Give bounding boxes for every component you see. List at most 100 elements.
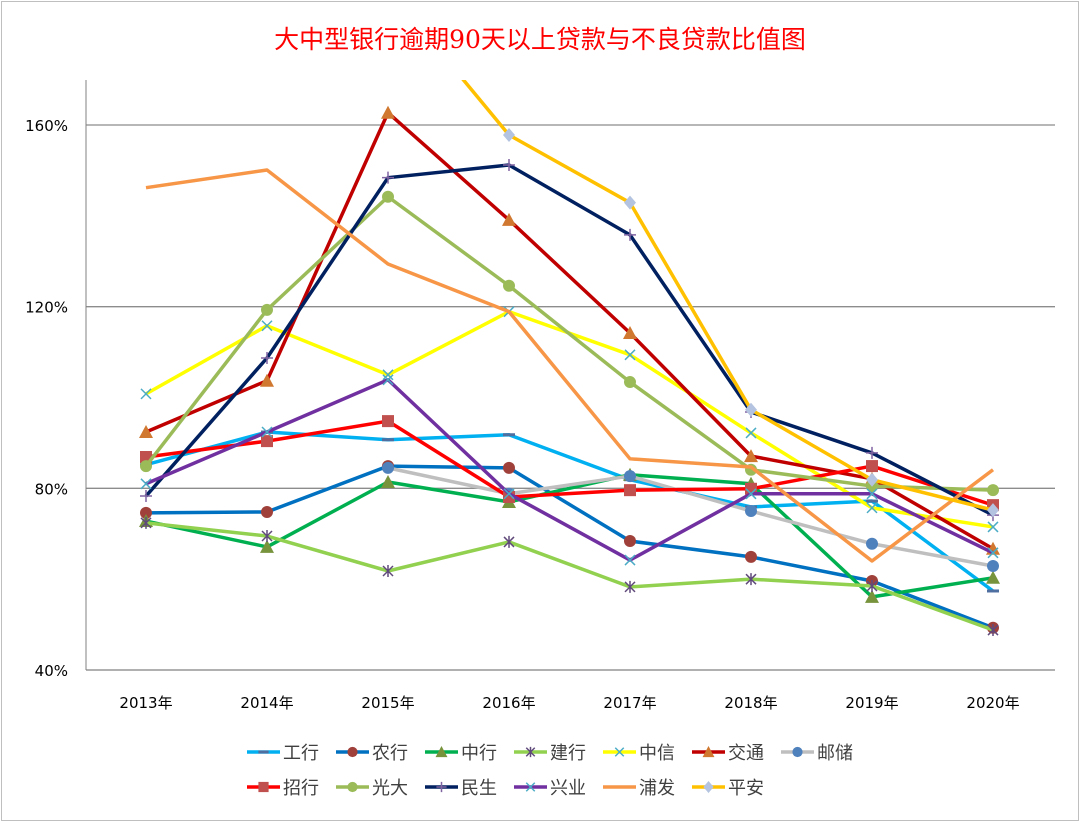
legend-item: 邮储	[781, 743, 853, 764]
x-tick-label: 2013年	[119, 694, 172, 712]
series-line	[145, 110, 994, 551]
data-point-marker	[624, 349, 636, 361]
y-tick-label: 40%	[35, 662, 68, 680]
data-point-marker	[745, 505, 757, 518]
data-point-marker	[261, 530, 273, 543]
legend-label: 兴业	[550, 778, 586, 799]
legend-label: 招行	[283, 778, 319, 799]
series-line	[145, 378, 994, 562]
x-tick-label: 2017年	[603, 694, 656, 712]
x-tick-label: 2015年	[361, 694, 414, 712]
data-point-marker	[260, 539, 274, 553]
data-point-marker	[987, 503, 999, 518]
data-point-marker	[502, 212, 516, 226]
data-point-marker	[261, 505, 273, 518]
data-point-marker	[624, 484, 636, 497]
data-point-marker	[865, 589, 879, 603]
series-line	[145, 521, 994, 632]
legend-label: 平安	[728, 778, 764, 799]
data-point-marker	[702, 746, 715, 758]
legend-item: 建行	[514, 743, 586, 764]
legend-item: 中行	[425, 743, 497, 764]
data-point-marker	[745, 488, 757, 500]
chart-title: 大中型银行逾期90天以上贷款与不良贷款比值图	[274, 25, 806, 54]
series-line	[145, 464, 994, 630]
legend-label: 中信	[639, 743, 675, 764]
x-axis: 2013年 2014年 2015年 2016年 2017年 2018年 2019年 2020年	[119, 694, 1019, 712]
data-point-marker	[382, 171, 394, 184]
data-point-marker	[382, 564, 394, 577]
series-中信	[140, 306, 999, 533]
legend-label: 浦发	[639, 778, 675, 799]
legend-item: 中信	[603, 743, 675, 764]
data-point-marker	[624, 535, 636, 548]
legend-item: 招行	[247, 778, 319, 799]
series-line	[144, 195, 994, 492]
data-point-marker	[866, 460, 878, 473]
data-point-marker	[866, 499, 878, 503]
legend-label: 光大	[372, 778, 408, 799]
series-平安	[461, 80, 999, 518]
data-point-marker	[382, 461, 394, 474]
data-point-marker	[258, 750, 269, 754]
data-point-marker	[866, 488, 878, 500]
data-point-marker	[261, 320, 273, 332]
legend-item: 工行	[247, 743, 319, 764]
data-point-marker	[987, 547, 999, 559]
legend-label: 民生	[461, 778, 497, 799]
data-point-marker	[792, 746, 803, 758]
x-tick-label: 2014年	[240, 694, 293, 712]
data-point-marker	[866, 579, 878, 592]
data-point-marker	[381, 105, 395, 119]
series-line	[144, 163, 994, 517]
data-point-marker	[140, 388, 152, 400]
x-tick-label: 2016年	[482, 694, 535, 712]
data-point-marker	[140, 478, 152, 490]
data-point-marker	[503, 433, 515, 437]
series-line	[145, 472, 994, 599]
data-point-marker	[503, 488, 515, 500]
legend-item: 农行	[336, 743, 408, 764]
data-point-marker	[382, 438, 394, 442]
data-point-marker	[436, 781, 447, 793]
data-point-marker	[503, 279, 515, 292]
data-point-marker	[347, 746, 358, 758]
data-point-marker	[614, 747, 625, 757]
series-lines	[139, 80, 1000, 637]
series-建行	[140, 516, 999, 637]
legend-item: 浦发	[603, 778, 675, 799]
data-point-marker	[624, 580, 636, 593]
data-point-marker	[624, 554, 636, 566]
data-point-marker	[866, 502, 878, 514]
legend-label: 中行	[461, 743, 497, 764]
data-point-marker	[140, 490, 152, 503]
series-兴业	[140, 374, 999, 566]
data-point-marker	[987, 559, 999, 572]
data-point-marker	[139, 425, 153, 439]
series-line	[145, 168, 995, 563]
x-tick-label: 2018年	[724, 694, 777, 712]
series-line	[387, 466, 994, 568]
x-tick-label: 2020年	[966, 694, 1019, 712]
data-point-marker	[525, 782, 536, 792]
data-point-marker	[986, 570, 1000, 584]
data-point-marker	[866, 446, 878, 459]
data-point-marker	[382, 374, 394, 386]
data-point-marker	[258, 781, 269, 793]
legend-item: 兴业	[514, 778, 586, 799]
data-point-marker	[745, 573, 757, 586]
data-point-marker	[260, 373, 274, 387]
data-point-marker	[987, 589, 999, 593]
data-point-marker	[140, 506, 152, 519]
legend-label: 交通	[728, 743, 764, 764]
legend-label: 农行	[372, 743, 408, 764]
legend-item: 民生	[425, 778, 497, 799]
data-point-marker	[261, 303, 273, 316]
data-point-marker	[987, 484, 999, 497]
data-point-marker	[382, 369, 394, 381]
series-民生	[140, 158, 999, 522]
data-point-marker	[261, 426, 273, 438]
data-point-marker	[261, 435, 273, 448]
